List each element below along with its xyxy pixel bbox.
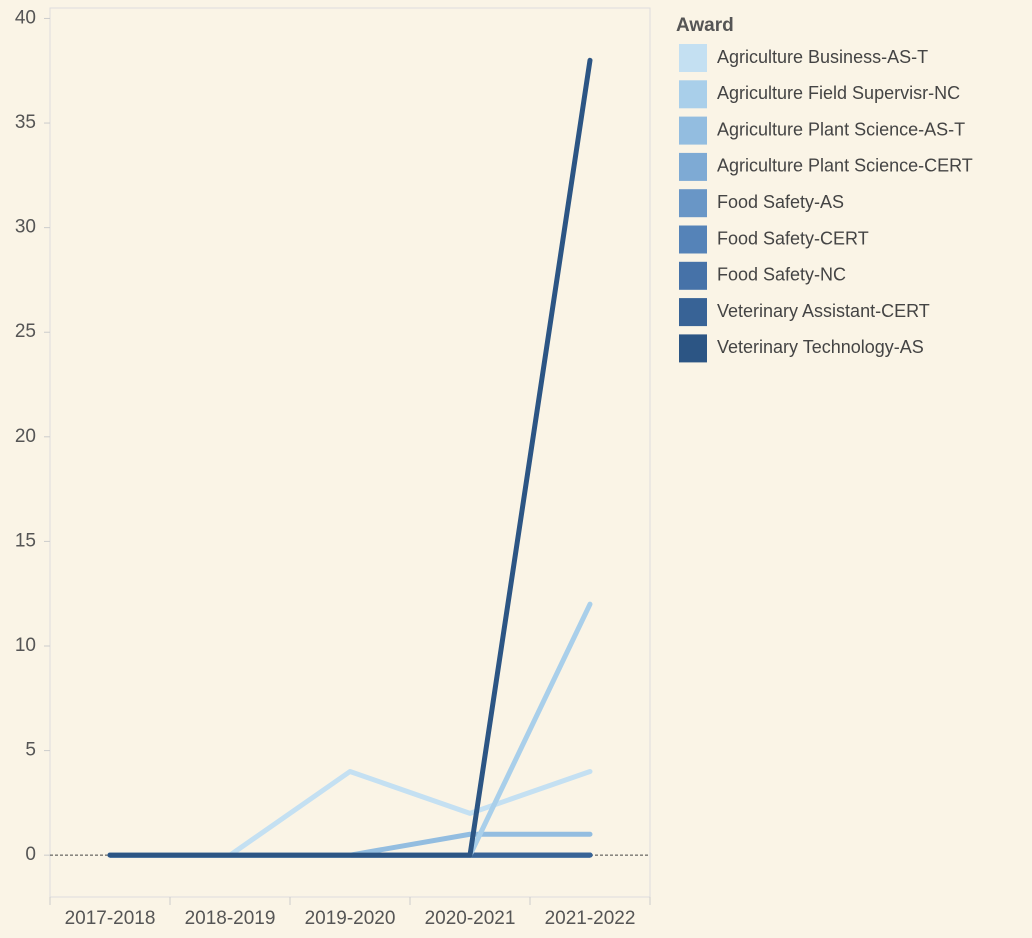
y-tick-label: 10 (15, 635, 36, 656)
legend-swatch (679, 116, 707, 145)
legend-swatch (679, 298, 707, 327)
legend-title: Award (676, 15, 734, 36)
series-line (107, 601, 593, 858)
legend-swatch (679, 152, 707, 181)
y-tick-label: 5 (25, 740, 36, 761)
x-tick-label: 2018-2019 (185, 908, 276, 929)
y-tick-label: 25 (15, 321, 36, 342)
legend-swatch (679, 44, 707, 72)
x-tick-label: 2020-2021 (425, 908, 516, 929)
legend-swatch (679, 80, 707, 109)
legend-swatch (679, 189, 707, 218)
legend-label: Agriculture Plant Science-CERT (717, 156, 973, 176)
y-tick-label: 30 (15, 217, 36, 238)
series-line (107, 831, 593, 858)
series-line (107, 57, 593, 858)
legend-label: Agriculture Field Supervisr-NC (717, 83, 960, 103)
y-tick-label: 15 (15, 530, 36, 551)
y-tick-label: 40 (15, 7, 36, 28)
plot-frame (49, 7, 651, 898)
x-tick-label: 2021-2022 (545, 908, 636, 929)
legend-label: Veterinary Technology-AS (717, 337, 924, 357)
legend-label: Agriculture Plant Science-AS-T (717, 119, 965, 139)
y-tick-label: 35 (15, 112, 36, 133)
x-tick-label: 2019-2020 (305, 908, 396, 929)
legend-swatch (679, 334, 707, 363)
legend-label: Veterinary Assistant-CERT (717, 301, 930, 321)
series-line (107, 768, 593, 858)
legend-label: Agriculture Business-AS-T (717, 47, 928, 67)
y-tick-label: 0 (25, 844, 36, 865)
x-tick-label: 2017-2018 (65, 908, 156, 929)
y-tick-label: 20 (15, 426, 36, 447)
legend-label: Food Safety-AS (717, 192, 844, 212)
legend-swatch (679, 225, 707, 254)
legend-label: Food Safety-CERT (717, 228, 869, 248)
legend-swatch (679, 261, 707, 290)
legend-label: Food Safety-NC (717, 265, 846, 285)
